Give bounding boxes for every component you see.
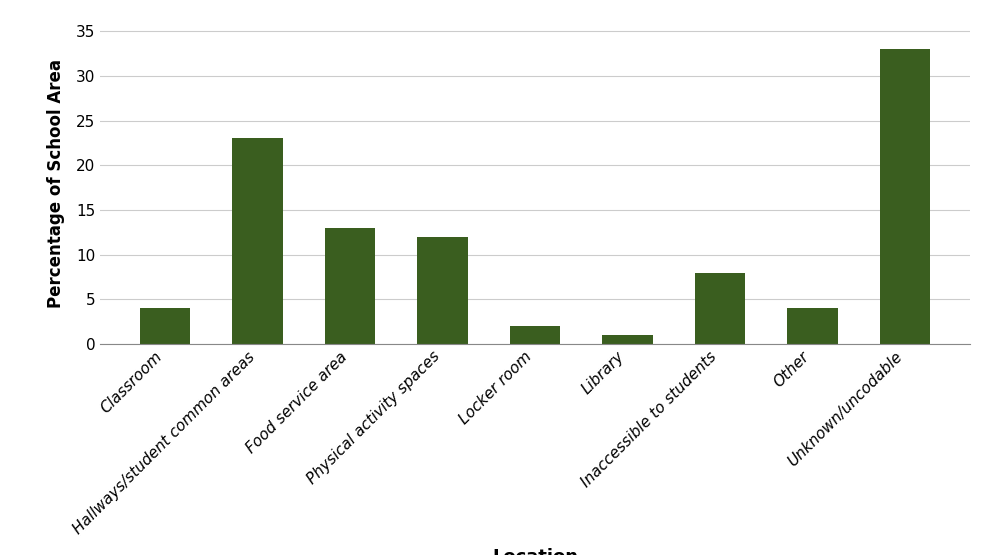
Bar [325, 228, 375, 344]
Bar [602, 335, 653, 344]
Bar [510, 326, 560, 344]
Bar [232, 138, 283, 344]
Bar [880, 49, 930, 344]
Bar [417, 237, 468, 344]
Bar [695, 273, 745, 344]
Bar [140, 309, 190, 344]
X-axis label: Location: Location [492, 548, 578, 555]
Y-axis label: Percentage of School Area: Percentage of School Area [47, 59, 65, 307]
Bar [787, 309, 838, 344]
